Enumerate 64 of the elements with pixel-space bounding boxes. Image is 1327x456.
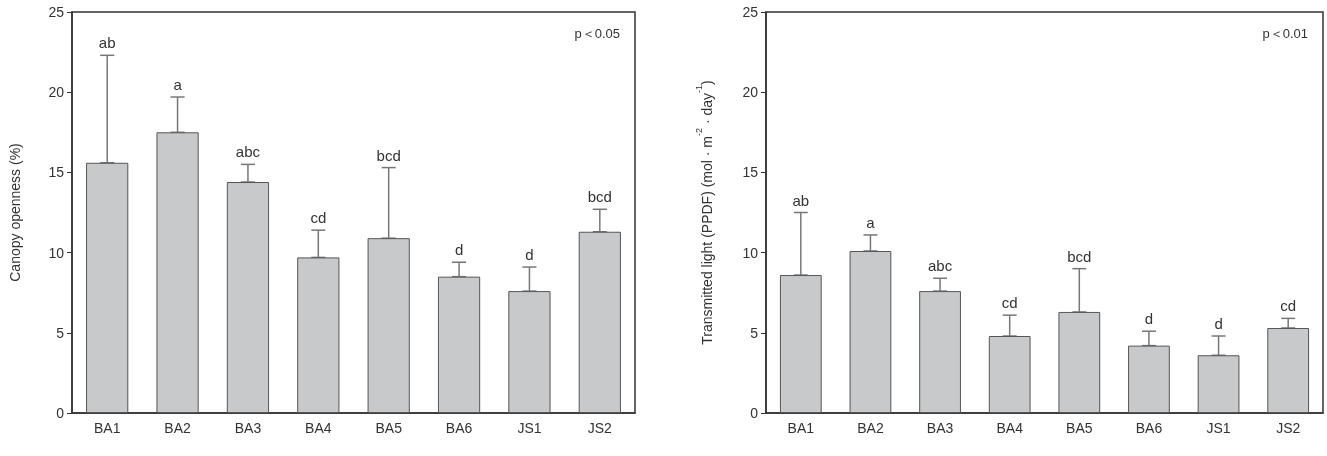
y-tick-label: 25 [48, 4, 65, 20]
annotation: a [866, 213, 876, 231]
bar [1058, 311, 1101, 413]
y-tick-label: 15 [48, 164, 65, 181]
y-tick-label: 10 [742, 244, 759, 261]
annotation: cd [310, 209, 327, 227]
y-tick-label: 5 [750, 324, 759, 341]
annotation: d [454, 241, 464, 259]
bar [156, 132, 199, 413]
annotation: p＜0.05 [574, 26, 621, 41]
annotation: abc [927, 257, 953, 275]
x-tick-label: BA2 [857, 420, 884, 436]
x-tick-label: JS2 [1276, 420, 1301, 436]
y-tick-label: 0 [750, 405, 759, 421]
bar [297, 257, 340, 413]
y-tick-label: 10 [48, 244, 65, 261]
x-tick-label: JS2 [587, 420, 613, 436]
x-tick-label: BA3 [234, 420, 262, 436]
annotation: d [1214, 315, 1223, 333]
bar [508, 291, 551, 413]
y-tick-label: 20 [742, 84, 759, 101]
y-tick-label: 5 [56, 324, 65, 341]
annotation: bcd [1067, 247, 1092, 265]
y-axis-title: Canopy openness (%) [7, 143, 23, 282]
y-axis-title: Transmitted light (PPDF) (mol · m-2 · day-1) [693, 80, 715, 345]
bar [919, 291, 961, 413]
annotation: bcd [587, 188, 612, 206]
x-tick-label: BA4 [996, 420, 1024, 436]
annotation: bcd [376, 146, 401, 164]
annotation: abc [235, 143, 261, 161]
annotation: d [1144, 310, 1154, 328]
x-tick-label: BA2 [164, 420, 191, 436]
bar [226, 182, 270, 413]
bar [988, 336, 1031, 413]
y-tick-label: 15 [742, 164, 759, 181]
x-tick-label: BA5 [375, 420, 403, 436]
x-tick-label: BA1 [93, 420, 121, 436]
bar [1267, 327, 1310, 413]
annotation: ab [792, 191, 810, 209]
bar [1197, 355, 1240, 413]
bar [367, 238, 410, 413]
annotation: a [173, 76, 183, 94]
bar [86, 162, 129, 413]
annotation: cd [1001, 294, 1018, 312]
bar [779, 275, 822, 413]
y-tick-label: 25 [742, 4, 759, 20]
x-tick-label: BA3 [926, 420, 954, 436]
x-tick-label: BA6 [445, 420, 473, 436]
annotation: ab [98, 34, 116, 52]
x-tick-label: BA4 [305, 420, 332, 436]
bar [437, 276, 481, 413]
x-tick-label: BA1 [787, 420, 815, 436]
bar [849, 251, 892, 413]
annotation: p＜0.01 [1262, 26, 1309, 41]
y-tick-label: 0 [56, 405, 65, 421]
annotation: cd [1280, 297, 1297, 315]
x-tick-label: BA5 [1066, 420, 1093, 436]
x-tick-label: JS1 [1206, 420, 1231, 436]
annotation: d [525, 246, 534, 264]
bar [1128, 345, 1170, 413]
bar [578, 231, 621, 413]
x-tick-label: JS1 [517, 420, 542, 436]
x-tick-label: BA6 [1135, 420, 1163, 436]
y-tick-label: 20 [48, 84, 65, 101]
